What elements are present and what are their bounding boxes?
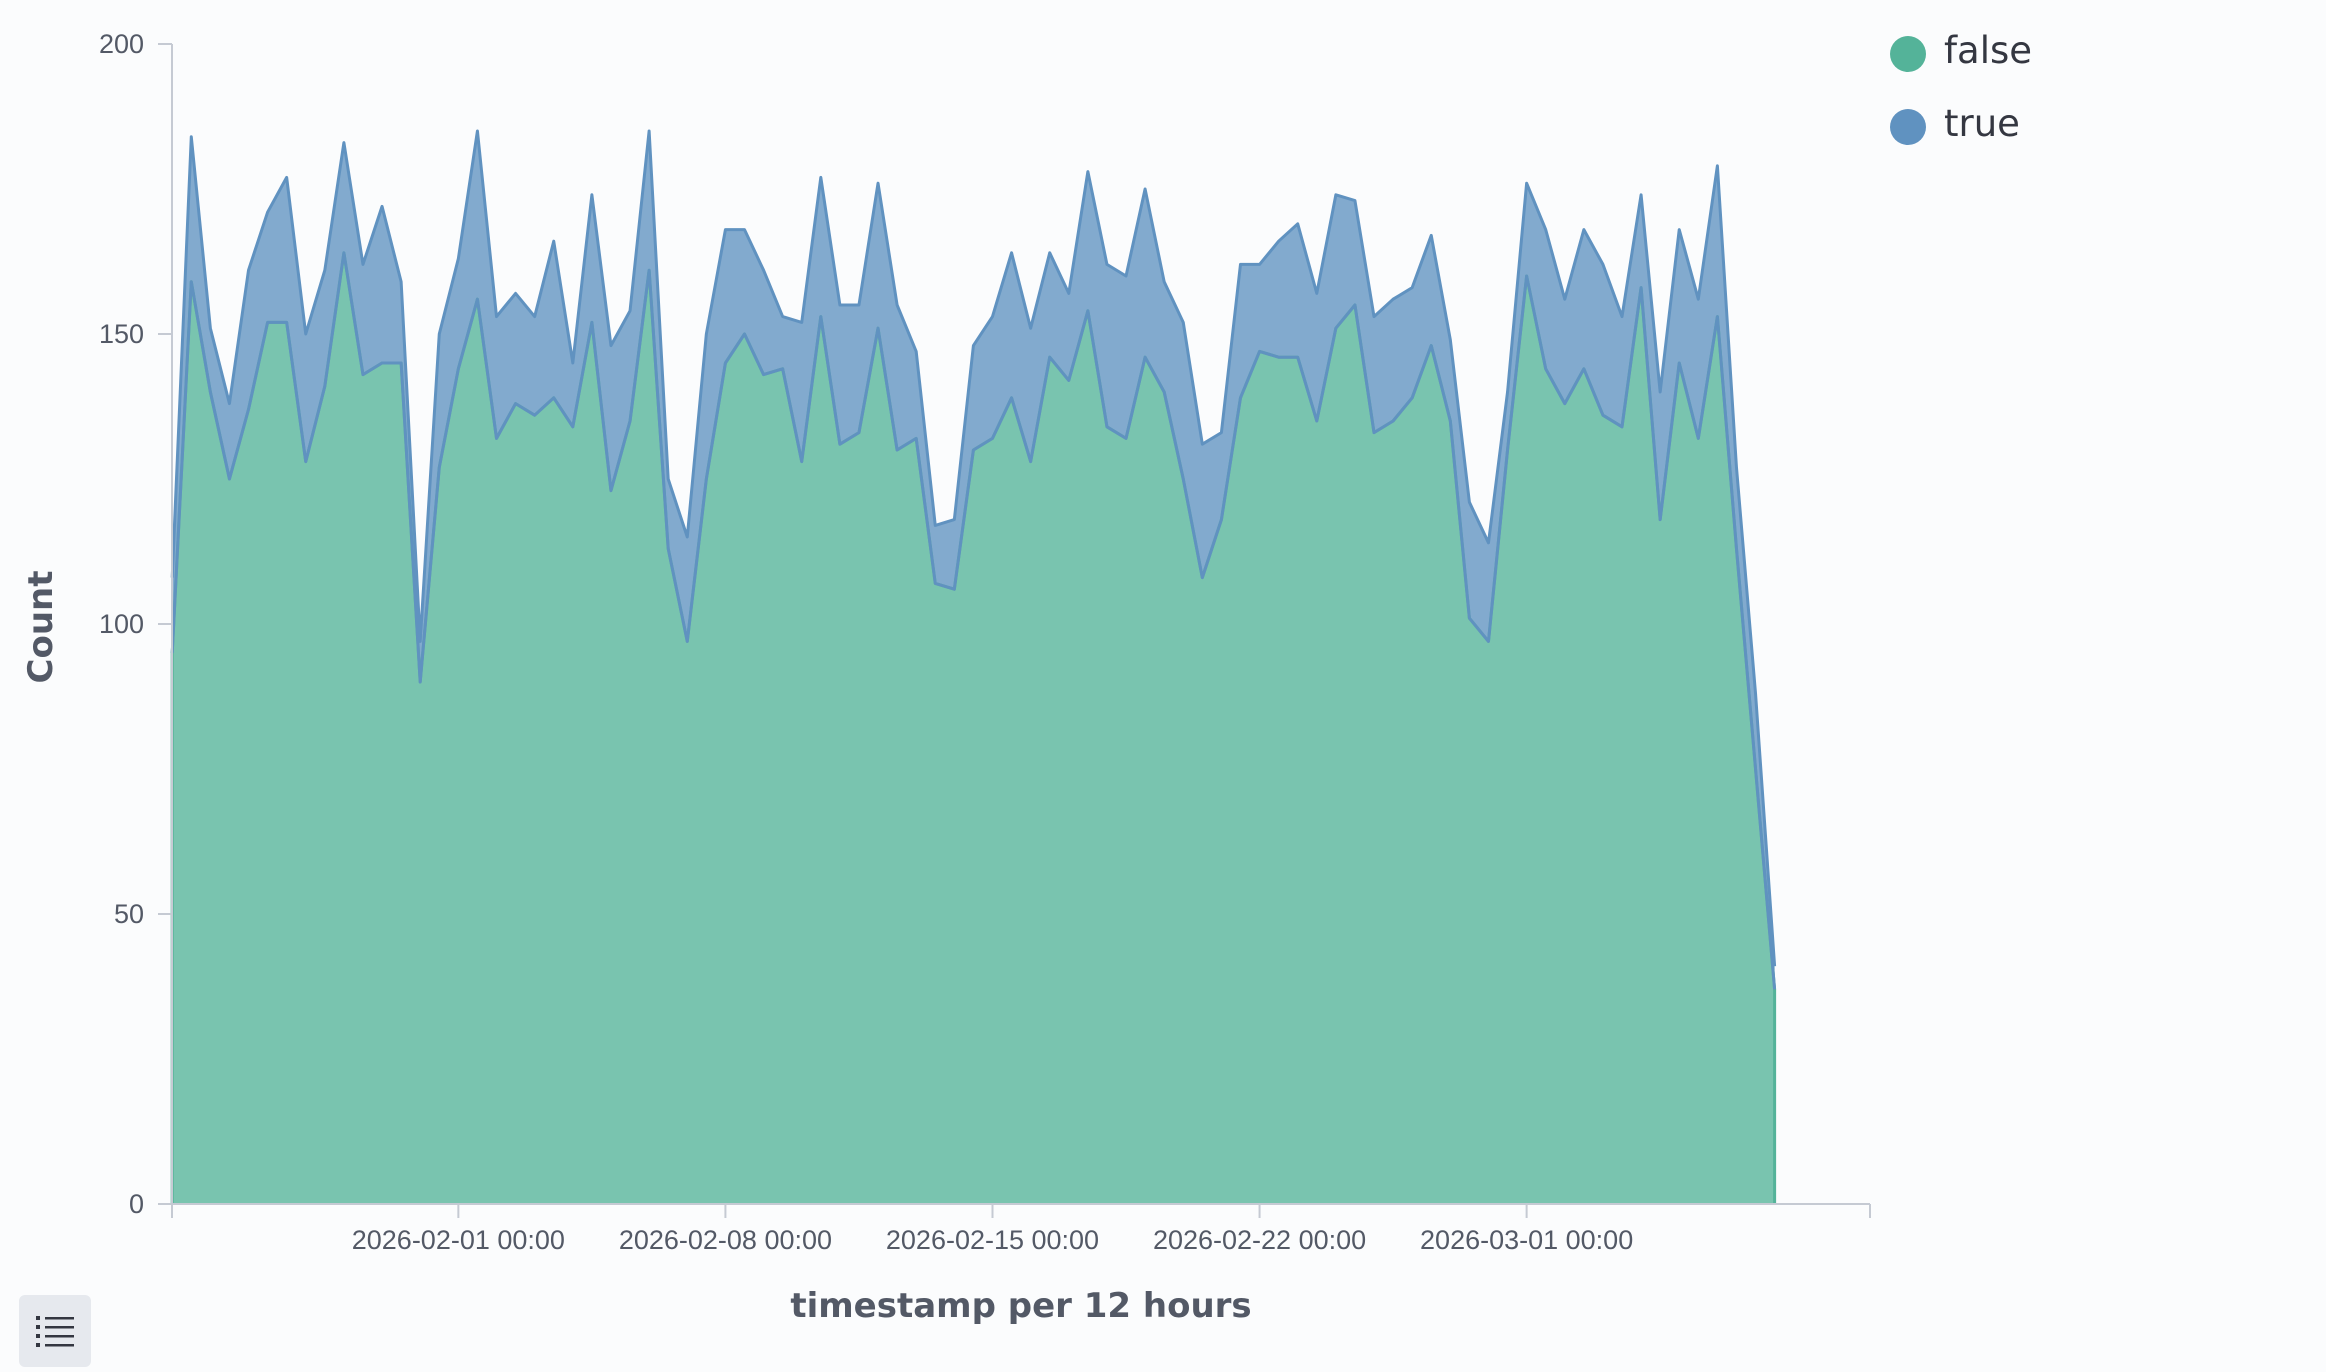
y-tick-label: 0 bbox=[129, 1189, 144, 1219]
series-line-true bbox=[170, 129, 1777, 967]
x-tick-label: 2026-02-08 00:00 bbox=[619, 1225, 832, 1255]
y-axis-title: Count bbox=[21, 571, 61, 684]
list-icon bbox=[36, 1316, 74, 1347]
series-area-false bbox=[172, 252, 1775, 1205]
area-layer bbox=[170, 129, 1777, 1205]
legend-item-true[interactable]: true bbox=[1890, 87, 2032, 160]
stacked-area-chart: 0 50 100 150 200 2026-02-01 00:00 2026-02-08 0… bbox=[21, 29, 1871, 1326]
y-tick-label: 100 bbox=[99, 609, 144, 639]
x-tick-label: 2026-02-01 00:00 bbox=[352, 1225, 565, 1255]
x-tick-label: 2026-02-22 00:00 bbox=[1153, 1225, 1366, 1255]
y-tick-label: 150 bbox=[99, 319, 144, 349]
legend-toggle-button[interactable] bbox=[19, 1295, 91, 1367]
legend: false true bbox=[1890, 14, 2032, 160]
legend-dot-true bbox=[1890, 108, 1926, 145]
y-tick-label: 50 bbox=[114, 899, 144, 929]
axis-layer: 0 50 100 150 200 2026-02-01 00:00 2026-02-08 0… bbox=[99, 29, 1871, 1255]
series-area-true bbox=[172, 131, 1775, 990]
legend-dot-false bbox=[1890, 35, 1926, 72]
series-line-false-top bbox=[170, 251, 1777, 990]
x-axis-title: timestamp per 12 hours bbox=[790, 1286, 1251, 1326]
x-tick-label: 2026-02-15 00:00 bbox=[886, 1225, 1099, 1255]
legend-label-true: true bbox=[1944, 102, 2020, 145]
x-tick-label: 2026-03-01 00:00 bbox=[1420, 1225, 1633, 1255]
y-tick-label: 200 bbox=[99, 29, 144, 59]
legend-item-false[interactable]: false bbox=[1890, 14, 2032, 87]
legend-label-false: false bbox=[1944, 29, 2033, 72]
